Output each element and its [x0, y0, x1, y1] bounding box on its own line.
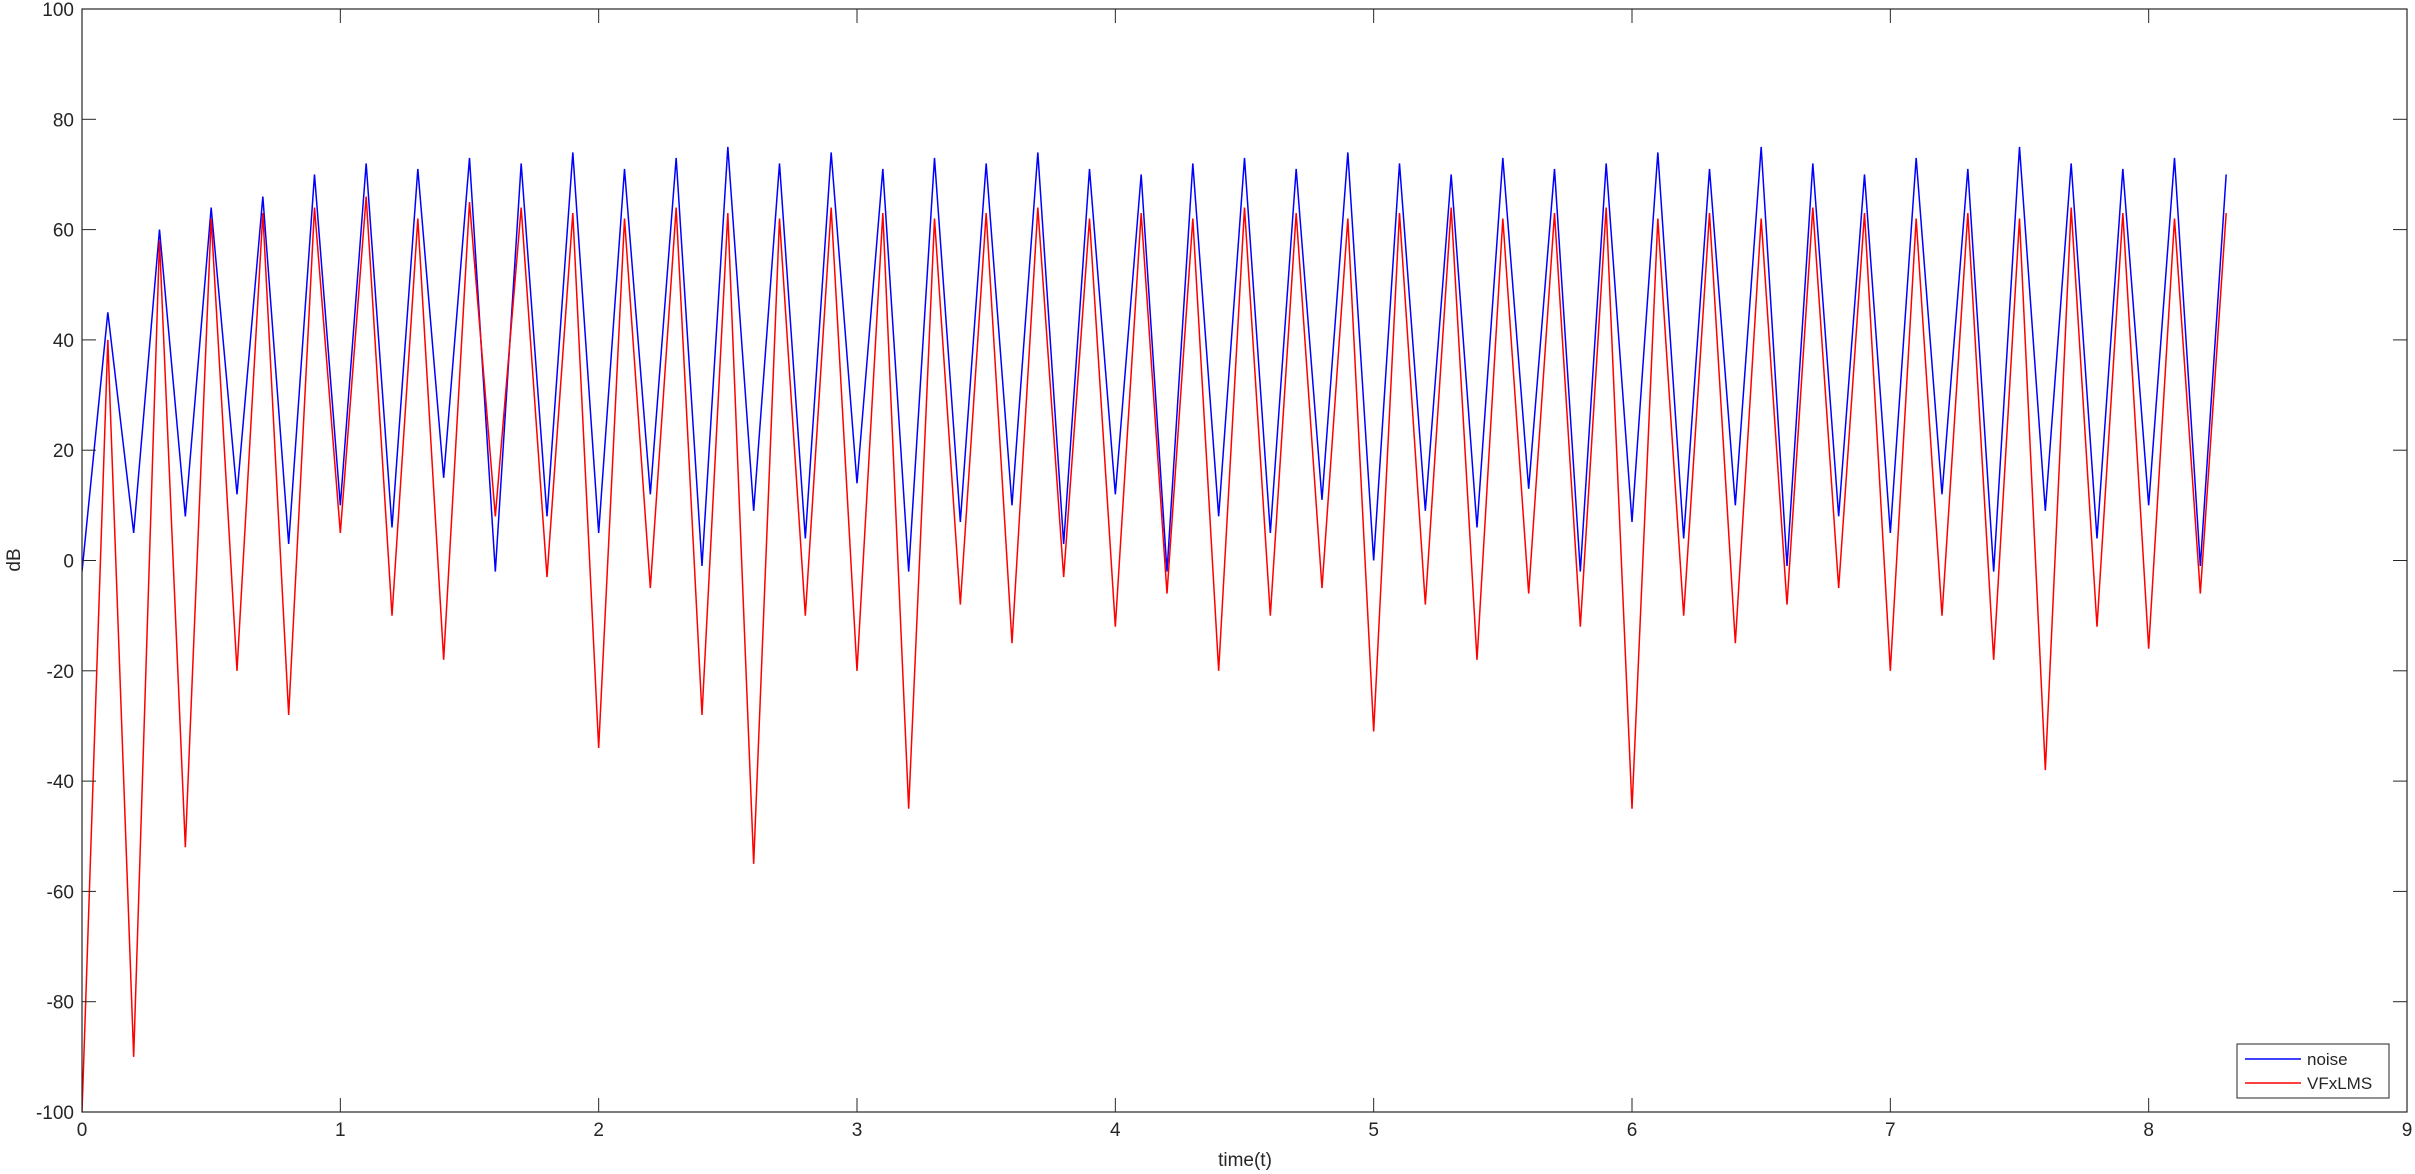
y-tick-label: -80	[47, 993, 74, 1014]
x-tick-label: 9	[2402, 1120, 2413, 1141]
x-tick-label: 7	[1885, 1120, 1896, 1141]
y-tick-label: -20	[47, 662, 74, 683]
x-tick-label: 0	[77, 1120, 88, 1141]
y-tick-label: 20	[53, 441, 74, 462]
y-tick-label: -60	[47, 882, 74, 903]
x-tick-label: 1	[335, 1120, 346, 1141]
x-tick-label: 3	[852, 1120, 863, 1141]
x-tick-label: 5	[1368, 1120, 1379, 1141]
x-tick-label: 4	[1110, 1120, 1121, 1141]
x-tick-label: 8	[2143, 1120, 2154, 1141]
series-line	[82, 196, 2227, 1112]
x-tick-label: 6	[1627, 1120, 1638, 1141]
y-tick-label: 80	[53, 110, 74, 131]
legend-label: VFxLMS	[2307, 1074, 2372, 1093]
x-axis-label: time(t)	[1218, 1150, 1272, 1171]
y-tick-label: 60	[53, 221, 74, 242]
y-axis-label: dB	[4, 548, 25, 571]
y-tick-label: -40	[47, 772, 74, 793]
y-tick-label: 100	[42, 0, 74, 21]
series-line	[82, 146, 2227, 572]
legend-box	[2236, 1043, 2390, 1099]
x-tick-label: 2	[593, 1120, 604, 1141]
y-tick-label: -100	[36, 1103, 74, 1124]
legend-label: noise	[2307, 1050, 2348, 1069]
y-tick-label: 40	[53, 331, 74, 352]
y-tick-label: 0	[63, 552, 74, 573]
